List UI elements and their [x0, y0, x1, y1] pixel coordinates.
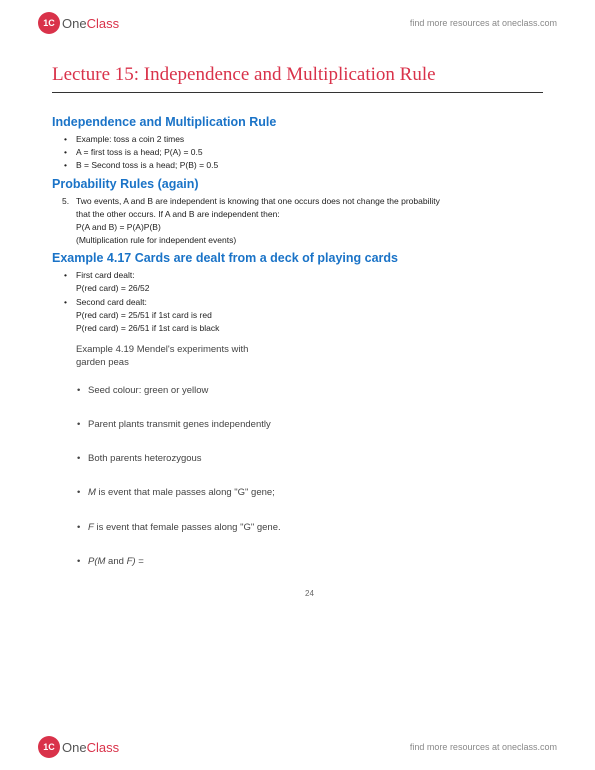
page-header: 1C OneClass find more resources at onecl… [38, 12, 557, 34]
title-underline [52, 92, 543, 93]
section-heading-example-417: Example 4.17 Cards are dealt from a deck… [52, 251, 543, 265]
body-text: Two events, A and B are independent is k… [76, 196, 440, 206]
item-number: 5. [62, 195, 69, 208]
body-text: that the other occurs. If A and B are in… [76, 209, 280, 219]
body-text: P(red card) = 25/51 if 1st card is red [76, 310, 212, 320]
logo-text: OneClass [62, 16, 119, 31]
page-title: Lecture 15: Independence and Multiplicat… [52, 64, 543, 86]
body-text: Second card dealt: [76, 297, 147, 307]
body-text: (Multiplication rule for independent eve… [76, 235, 236, 245]
body-text: P(red card) = 26/52 [76, 283, 149, 293]
list-item: B = Second toss is a head; P(B) = 0.5 [76, 159, 543, 172]
bullet-list: First card dealt: P(red card) = 26/52 Se… [52, 269, 543, 335]
list-item: Seed colour: green or yellow [88, 384, 543, 398]
bullet-list: Example: toss a coin 2 times A = first t… [52, 133, 543, 173]
logo-badge-icon: 1C [38, 736, 60, 758]
section-heading-probability-rules: Probability Rules (again) [52, 177, 543, 191]
list-item: P(M and F) = [88, 555, 543, 569]
mendel-title: Example 4.19 Mendel's experiments with g… [76, 343, 543, 370]
logo: 1C OneClass [38, 12, 119, 34]
list-item: Example: toss a coin 2 times [76, 133, 543, 146]
list-item: 5. Two events, A and B are independent i… [76, 195, 543, 248]
body-text: First card dealt: [76, 270, 135, 280]
logo: 1C OneClass [38, 736, 119, 758]
body-text: P(A and B) = P(A)P(B) [76, 222, 161, 232]
body-text: P(red card) = 26/51 if 1st card is black [76, 323, 219, 333]
list-item: First card dealt: P(red card) = 26/52 [76, 269, 543, 295]
logo-text: OneClass [62, 740, 119, 755]
footer-link[interactable]: find more resources at oneclass.com [410, 742, 557, 752]
numbered-list: 5. Two events, A and B are independent i… [52, 195, 543, 248]
list-item: M is event that male passes along "G" ge… [88, 486, 543, 500]
list-item: F is event that female passes along "G" … [88, 521, 543, 535]
document-content: Lecture 15: Independence and Multiplicat… [52, 64, 543, 598]
section-heading-independence: Independence and Multiplication Rule [52, 115, 543, 129]
header-link[interactable]: find more resources at oneclass.com [410, 18, 557, 28]
mendel-example-block: Example 4.19 Mendel's experiments with g… [52, 343, 543, 598]
logo-badge-icon: 1C [38, 12, 60, 34]
list-item: Second card dealt: P(red card) = 25/51 i… [76, 296, 543, 336]
list-item: A = first toss is a head; P(A) = 0.5 [76, 146, 543, 159]
mendel-bullet-list: Seed colour: green or yellow Parent plan… [76, 384, 543, 570]
list-item: Parent plants transmit genes independent… [88, 418, 543, 432]
list-item: Both parents heterozygous [88, 452, 543, 466]
page-footer: 1C OneClass find more resources at onecl… [38, 736, 557, 758]
page-number: 24 [76, 589, 543, 598]
